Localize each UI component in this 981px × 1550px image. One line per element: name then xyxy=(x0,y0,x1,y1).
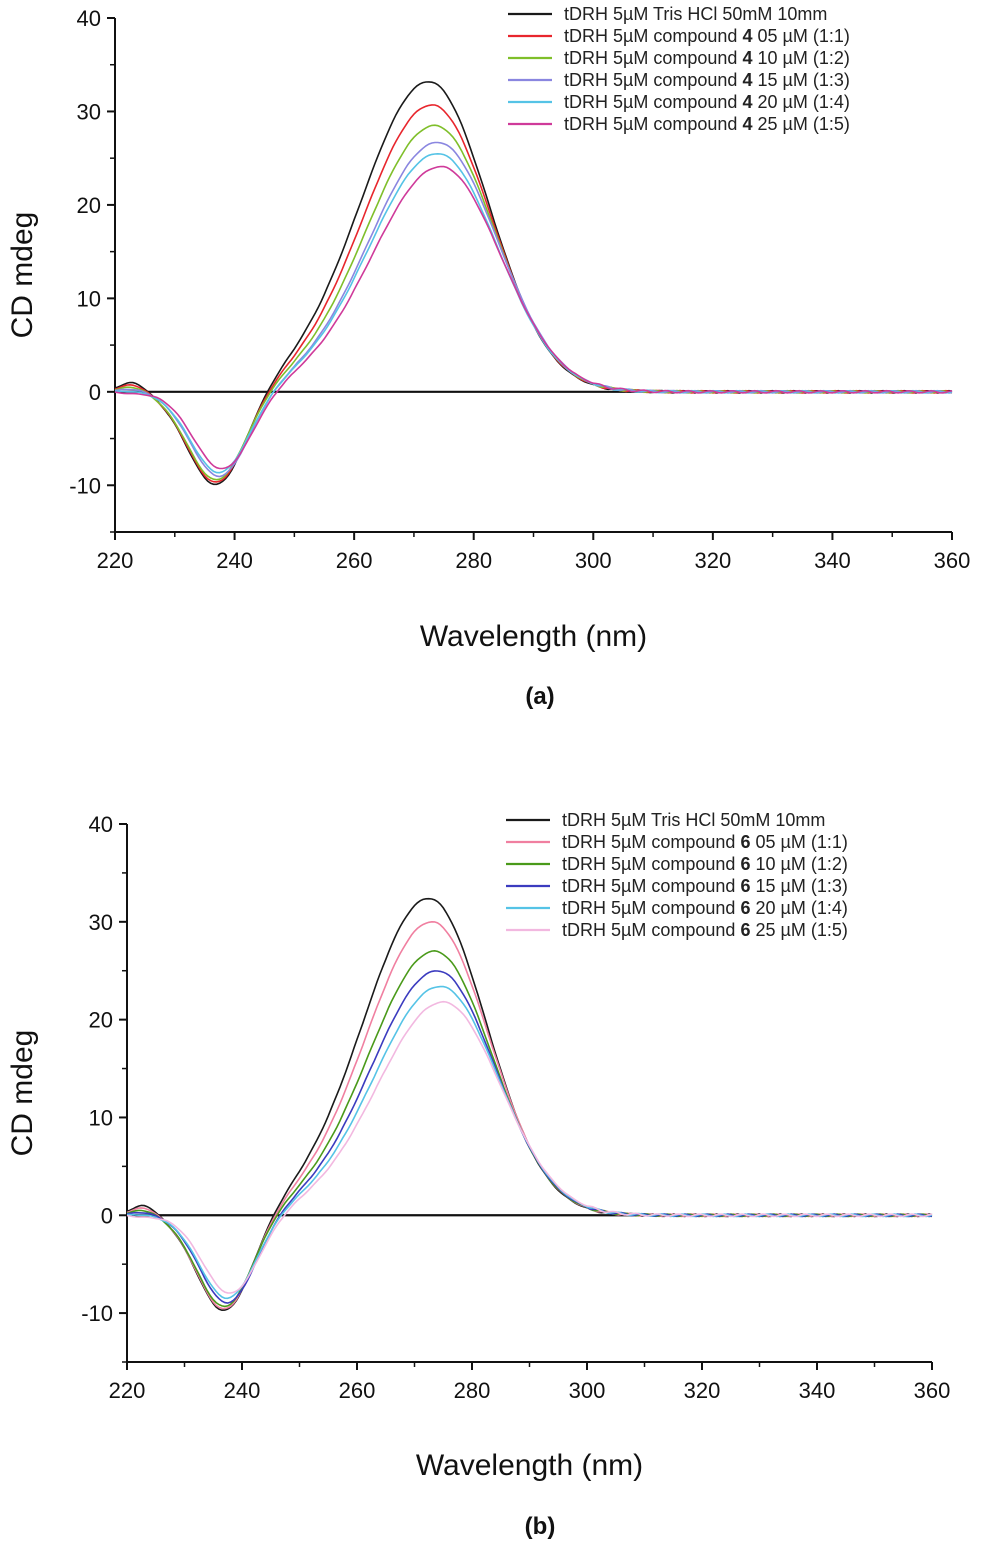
x-tick-label: 280 xyxy=(455,548,492,573)
legend-entry: tDRH 5µM Tris HCl 50mM 10mm xyxy=(564,4,827,24)
series-line-2 xyxy=(114,104,953,483)
legend-entry: tDRH 5µM Tris HCl 50mM 10mm xyxy=(562,810,825,830)
x-tick-label: 240 xyxy=(216,548,253,573)
chart-panel-b: 220 240 260 280 300 320 340 360 -10 0 10 20 30 40 Wave… xyxy=(6,810,950,1540)
x-axis-title: Wavelength (nm) xyxy=(416,1449,643,1482)
panel-label: (b) xyxy=(525,1513,556,1540)
y-axis-title: CD mdeg xyxy=(6,212,39,339)
x-tick-label: 240 xyxy=(224,1378,261,1403)
series-line-3 xyxy=(114,124,953,481)
y-tick-label: 30 xyxy=(77,99,101,124)
legend-entry: tDRH 5µM compound 6 15 µM (1:3) xyxy=(562,876,848,896)
y-tick-label: 20 xyxy=(77,193,101,218)
legend-entry: tDRH 5µM compound 6 25 µM (1:5) xyxy=(562,920,848,940)
y-tick-label: 10 xyxy=(89,1105,113,1130)
y-tick-label: 10 xyxy=(77,286,101,311)
series-line-5 xyxy=(126,985,933,1300)
legend-entry: tDRH 5µM compound 6 10 µM (1:2) xyxy=(562,854,848,874)
legend-entry: tDRH 5µM compound 6 20 µM (1:4) xyxy=(562,898,848,918)
legend-entry: tDRH 5µM compound 4 05 µM (1:1) xyxy=(564,26,850,46)
x-tick-label: 360 xyxy=(914,1378,951,1403)
x-tick-label: 300 xyxy=(569,1378,606,1403)
series-line-6 xyxy=(114,165,953,470)
x-tick-label: 360 xyxy=(934,548,971,573)
series-line-1 xyxy=(114,81,953,486)
y-tick-label: -10 xyxy=(81,1301,113,1326)
y-tick-label: 0 xyxy=(101,1203,113,1228)
y-axis-title: CD mdeg xyxy=(6,1030,39,1157)
y-tick-label: -10 xyxy=(69,473,101,498)
chart-panel-a: 220 240 260 280 300 320 340 360 -10 0 10 20 30 40 Wave… xyxy=(6,4,970,710)
x-tick-label: 280 xyxy=(454,1378,491,1403)
series-line-1 xyxy=(126,897,933,1312)
series-line-2 xyxy=(126,920,933,1310)
x-tick-label: 320 xyxy=(684,1378,721,1403)
series-line-3 xyxy=(126,949,933,1308)
series-line-4 xyxy=(114,141,953,478)
x-tick-label: 320 xyxy=(694,548,731,573)
legend-entry: tDRH 5µM compound 4 20 µM (1:4) xyxy=(564,92,850,112)
x-tick-label: 300 xyxy=(575,548,612,573)
y-tick-label: 20 xyxy=(89,1008,113,1033)
series-line-6 xyxy=(126,1000,933,1294)
x-tick-label: 260 xyxy=(339,1378,376,1403)
y-tick-label: 40 xyxy=(77,6,101,31)
x-tick-label: 340 xyxy=(799,1378,836,1403)
legend-entry: tDRH 5µM compound 6 05 µM (1:1) xyxy=(562,832,848,852)
legend-entry: tDRH 5µM compound 4 25 µM (1:5) xyxy=(564,114,850,134)
series-line-5 xyxy=(114,152,953,474)
x-axis-title: Wavelength (nm) xyxy=(420,620,647,653)
panel-label: (a) xyxy=(525,683,554,710)
x-tick-label: 340 xyxy=(814,548,851,573)
y-tick-label: 40 xyxy=(89,812,113,837)
y-tick-label: 30 xyxy=(89,910,113,935)
x-tick-label: 220 xyxy=(109,1378,146,1403)
x-tick-label: 260 xyxy=(336,548,373,573)
x-tick-label: 220 xyxy=(97,548,134,573)
series-line-4 xyxy=(126,970,933,1304)
legend-entry: tDRH 5µM compound 4 10 µM (1:2) xyxy=(564,48,850,68)
y-tick-label: 0 xyxy=(89,380,101,405)
legend-entry: tDRH 5µM compound 4 15 µM (1:3) xyxy=(564,70,850,90)
